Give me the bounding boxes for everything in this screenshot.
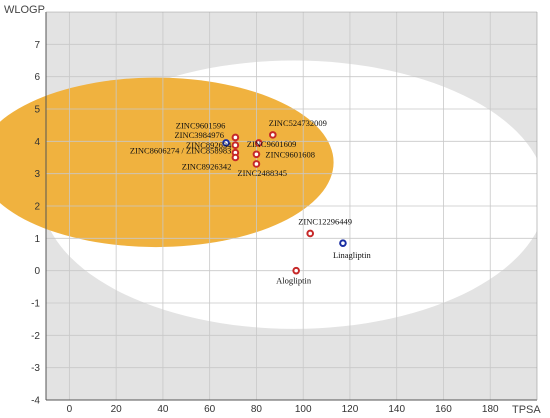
point-label: Alogliptin (276, 276, 312, 286)
point-label: ZINC524732009 (269, 118, 327, 128)
x-tick-label: 120 (342, 404, 359, 415)
x-tick-label: 60 (204, 404, 216, 415)
data-point (254, 139, 263, 147)
x-axis-title: TPSA (512, 404, 541, 416)
y-tick-label: 7 (34, 40, 40, 51)
x-tick-label: 40 (157, 404, 169, 415)
point-label: ZINC8606274 / ZINC858983 (130, 146, 232, 156)
point-label: ZINC9601608 (265, 149, 315, 159)
x-tick-label: 180 (482, 404, 499, 415)
y-tick-label: 2 (34, 202, 40, 213)
point-label: ZINC892634 (186, 140, 232, 150)
point-label: ZINC3984976 (174, 130, 224, 140)
data-point (252, 160, 261, 168)
point-label: ZINC12296449 (298, 216, 352, 226)
x-tick-label: 140 (388, 404, 405, 415)
yolk-circle (0, 77, 334, 248)
y-tick-label: -1 (31, 299, 40, 310)
y-tick-label: -3 (31, 363, 40, 374)
data-point (268, 131, 277, 139)
y-tick-label: -2 (31, 331, 40, 342)
x-tick-label: 80 (251, 404, 263, 415)
y-tick-label: 5 (34, 105, 40, 116)
y-axis-title: WLOGP (4, 4, 45, 16)
x-tick-label: 20 (111, 404, 123, 415)
point-label: ZINC9601609 (247, 139, 297, 149)
x-tick-label: 0 (67, 404, 73, 415)
x-tick-label: 160 (435, 404, 452, 415)
data-point (222, 139, 230, 147)
data-point (231, 153, 240, 162)
data-point (252, 150, 261, 159)
data-point (231, 141, 240, 150)
y-tick-label: 6 (34, 72, 40, 83)
point-label: ZINC9601596 (176, 120, 226, 130)
y-tick-label: 3 (34, 169, 40, 180)
point-label: ZINC2488345 (237, 168, 287, 178)
point-label: ZINC8926342 (182, 162, 232, 172)
data-point (292, 266, 300, 275)
data-point (306, 229, 315, 238)
point-label: Linagliptin (333, 250, 372, 260)
y-tick-label: 4 (34, 137, 40, 148)
data-point (231, 133, 240, 142)
data-point (339, 239, 347, 247)
y-tick-label: 0 (34, 266, 40, 277)
y-tick-label: -4 (31, 396, 40, 407)
y-tick-label: 1 (34, 234, 40, 245)
x-tick-label: 100 (295, 404, 312, 415)
